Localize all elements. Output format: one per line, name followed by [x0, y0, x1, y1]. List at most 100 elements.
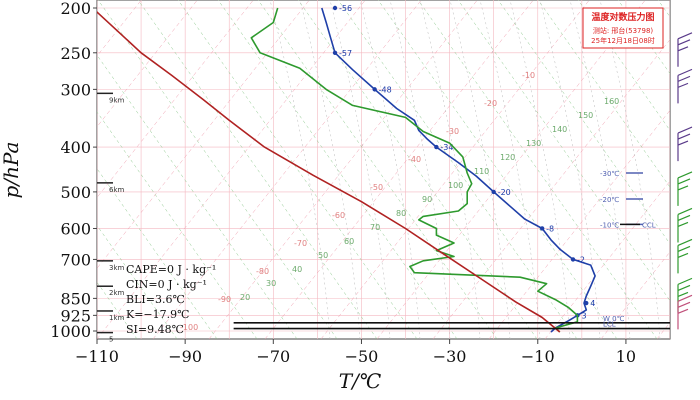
isotherm-label: -80: [256, 267, 269, 276]
stat-cape: CAPE=0 J · kg⁻¹: [126, 263, 216, 276]
moist-adiabat-line: [389, 0, 451, 339]
y-tick-label: 850: [60, 289, 91, 308]
x-tick-label: −10: [521, 347, 555, 366]
dry-adiabat-label: 140: [552, 125, 567, 134]
stat-si: SI=9.48℃: [126, 323, 184, 336]
isotherm-line: [264, 0, 534, 339]
stats-block: CAPE=0 J · kg⁻¹ CIN=0 J · kg⁻¹ BLI=3.6℃ …: [126, 263, 216, 336]
isotherm-label: -70: [294, 239, 307, 248]
moist-adiabat-line: [479, 0, 541, 339]
height-marker-label: 1km: [109, 314, 125, 322]
side-tick-label: -20℃: [600, 196, 619, 204]
moist-adiabat-line: [569, 0, 631, 339]
stat-cin: CIN=0 J · kg⁻¹: [126, 278, 207, 291]
y-axis-label: p/hPa: [0, 142, 23, 199]
profile-point-label: -34: [440, 143, 453, 152]
y-tick-label: 1000: [50, 322, 91, 341]
height-marker-label: 3km: [109, 264, 125, 272]
special-level-label: LCL: [603, 321, 616, 329]
isotherm-label: -40: [408, 155, 421, 164]
axes: −110 −90 −70 −50 −30 −10 10 200 250 300 400 500 600 7…: [50, 0, 636, 366]
moist-adiabat-line: [299, 0, 361, 339]
x-tick-label: −50: [345, 347, 379, 366]
title-box: 温度对数压力图 测站: 邢台(53798) 25年12月18日08时: [582, 7, 664, 49]
dry-adiabat-label: 160: [604, 97, 619, 106]
isotherm-label: -90: [218, 295, 231, 304]
isotherm-label: -50: [370, 183, 383, 192]
y-tick-label: 250: [60, 44, 91, 63]
height-marker-label: 5: [109, 336, 113, 344]
profile-point: [491, 189, 496, 195]
profile-point: [372, 87, 377, 92]
wind-barb: [677, 207, 693, 243]
moist-adiabat-line: [449, 0, 511, 339]
moist-adiabat-line: [269, 0, 331, 339]
dry-adiabat-label: 50: [318, 251, 328, 260]
side-tick-label: -30℃: [600, 170, 619, 178]
wind-barb: [677, 277, 693, 313]
wind-barb: [677, 126, 693, 162]
isotherm-label: -30: [446, 127, 459, 136]
dry-adiabat-label: 150: [578, 111, 593, 120]
y-tick-label: 600: [60, 219, 91, 238]
moist-adiabat-line: [509, 0, 571, 339]
x-tick-label: −30: [433, 347, 467, 366]
height-marker-label: 6km: [109, 186, 125, 194]
wind-barb: [677, 238, 693, 274]
profile-point-label: 3: [581, 311, 586, 320]
isotherm-line: [320, 0, 590, 339]
profile-point: [434, 144, 439, 150]
wind-barb: [677, 294, 693, 330]
profile-point-label: -20: [498, 188, 511, 197]
side-tick-label: CCL: [642, 221, 656, 229]
profile-point: [539, 226, 545, 231]
profile-point: [570, 257, 576, 262]
isotherm-line: [152, 0, 422, 339]
dry-adiabat-label: 120: [500, 153, 515, 162]
profile-point: [332, 50, 338, 55]
isotherm-line: [97, 0, 142, 57]
x-tick-label: 10: [616, 347, 636, 366]
isotherm-label: -10: [522, 71, 535, 80]
profile-point-label: -57: [339, 49, 352, 58]
profile-point-label: -48: [379, 85, 392, 94]
stat-k: K=−17.9℃: [126, 308, 189, 321]
dry-adiabat-label: 60: [344, 237, 354, 246]
wind-barb: [677, 32, 693, 67]
y-tick-label: 700: [60, 250, 91, 269]
isotherm-line: [488, 109, 670, 339]
wind-barb: [677, 68, 693, 104]
dry-adiabat-label: 90: [422, 195, 432, 204]
dry-adiabat-label: 110: [474, 167, 489, 176]
wind-barb: [677, 171, 693, 206]
title-box-station: 测站: 邢台(53798): [593, 26, 654, 35]
side-tick-label: -10℃: [600, 221, 619, 229]
dry-adiabat-label: 130: [526, 139, 541, 148]
isotherm-line: [97, 0, 310, 269]
dry-adiabat-label: 100: [448, 181, 463, 190]
profile-point-label: -56: [339, 4, 352, 13]
title-box-title: 温度对数压力图: [591, 11, 654, 23]
dry-adiabat-label: 70: [370, 223, 380, 232]
height-marker-label: 9km: [109, 96, 125, 104]
moist-adiabat-line: [539, 0, 601, 339]
dry-adiabat-line: [677, 0, 700, 339]
moist-adiabat-line: [419, 0, 481, 339]
profile-point-label: -8: [546, 224, 554, 233]
moist-adiabat-line: [599, 0, 661, 339]
y-tick-label: 925: [60, 306, 91, 325]
dry-adiabat-label: 80: [396, 209, 406, 218]
y-tick-label: 200: [60, 0, 91, 18]
moist-adiabat-line: [329, 0, 391, 339]
isotherm-label: -100: [180, 323, 198, 332]
isotherm-line: [600, 251, 670, 339]
profile-point-label: -2: [577, 255, 585, 264]
isotherm-line: [208, 0, 478, 339]
isotherm-line: [97, 0, 198, 128]
moist-adiabat-line: [359, 0, 421, 339]
stat-bli: BLI=3.6℃: [126, 293, 185, 306]
profile-point-label: 4: [590, 299, 595, 308]
isotherm-label: -20: [484, 99, 497, 108]
height-marker-label: 2km: [109, 289, 125, 297]
